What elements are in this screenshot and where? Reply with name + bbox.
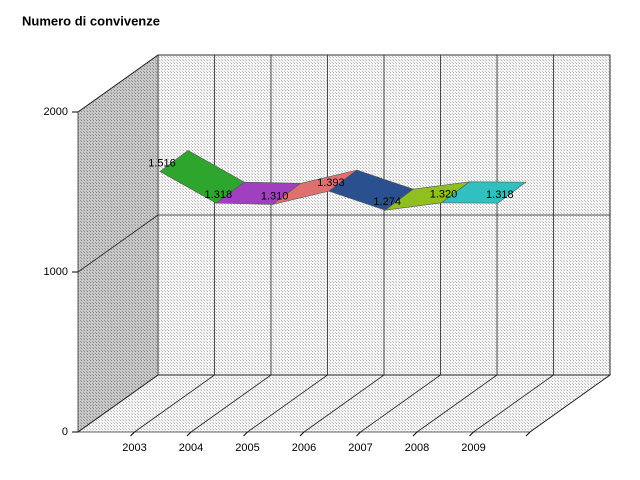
x-tick-label: 2009 <box>461 442 485 454</box>
grid-line <box>77 54 159 113</box>
category-divider <box>247 374 328 433</box>
category-divider <box>529 374 611 433</box>
grid-line <box>77 214 159 273</box>
x-tick-label: 2005 <box>235 442 259 454</box>
plot: 1.516 1.318 1.310 1.393 1.274 1.320 1.318 <box>148 150 527 211</box>
y-tick-label: 2000 <box>44 106 68 118</box>
tick-mark <box>186 431 192 437</box>
tick-mark <box>243 431 248 437</box>
grid: 0 1000 2000 2003 2004 2005 2006 2007 2008 2009 <box>44 54 611 454</box>
category-divider <box>303 374 385 433</box>
value-label: 1.318 <box>205 189 233 201</box>
value-label: 1.320 <box>430 189 458 201</box>
value-label: 1.318 <box>486 189 514 201</box>
x-tick-label: 2008 <box>405 442 429 454</box>
value-label: 1.516 <box>148 157 176 169</box>
tick-mark <box>412 431 418 437</box>
tick-mark <box>299 431 305 437</box>
x-tick-label: 2003 <box>122 442 146 454</box>
category-divider <box>473 374 554 433</box>
y-tick-label: 1000 <box>44 266 68 278</box>
x-tick-label: 2004 <box>179 442 203 454</box>
value-label: 1.274 <box>373 196 401 208</box>
value-label: 1.310 <box>261 190 289 202</box>
x-tick-label: 2006 <box>292 442 316 454</box>
category-divider <box>360 374 441 433</box>
tick-mark <box>469 431 474 437</box>
tick-mark <box>130 431 135 437</box>
x-tick-label: 2007 <box>348 442 372 454</box>
grid-line <box>77 374 159 433</box>
chart-title: Numero di convivenze <box>22 13 160 28</box>
y-tick-label: 0 <box>62 426 68 438</box>
value-label: 1.393 <box>317 177 345 189</box>
tick-mark <box>356 431 361 437</box>
ribbon-segment <box>440 181 527 204</box>
category-divider <box>416 374 498 433</box>
tick-mark <box>525 431 531 437</box>
category-divider <box>190 374 272 433</box>
category-divider <box>134 374 215 433</box>
